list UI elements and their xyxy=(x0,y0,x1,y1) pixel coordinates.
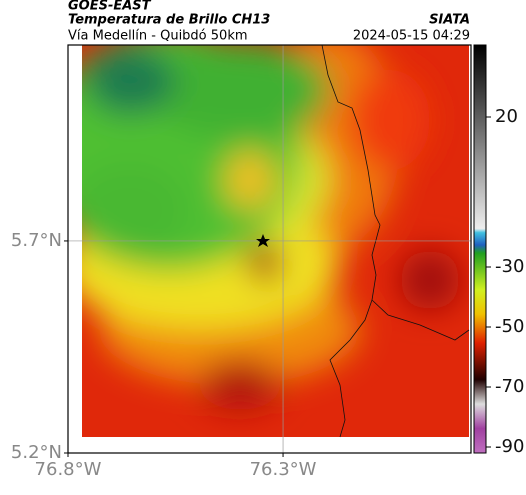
source: GOES-EAST xyxy=(68,0,152,14)
map-frame xyxy=(67,44,472,454)
heatmap xyxy=(82,45,469,437)
colorbar-tick-label: -50 xyxy=(495,316,524,337)
colorbar-tick-label: 20 xyxy=(495,106,518,127)
border xyxy=(321,44,470,341)
org: SIATA xyxy=(429,13,470,28)
colorbar-tick-label: -90 xyxy=(495,436,524,457)
star-marker xyxy=(256,234,270,247)
colorbar-tick-label: -30 xyxy=(495,256,524,277)
colorbar xyxy=(473,44,487,454)
colorbar-tick-label: -70 xyxy=(495,376,524,397)
x-tick-label: 76.8°W xyxy=(35,459,102,480)
title: Temperatura de Brillo CH13 xyxy=(68,13,270,28)
y-tick-label: 5.2°N xyxy=(11,442,62,463)
y-tick-label: 5.7°N xyxy=(11,230,62,251)
subtitle: Vía Medellín - Quibdó 50km xyxy=(68,29,248,44)
timestamp: 2024-05-15 04:29 xyxy=(353,29,470,44)
border xyxy=(329,299,373,438)
x-tick-label: 76.3°W xyxy=(250,459,317,480)
